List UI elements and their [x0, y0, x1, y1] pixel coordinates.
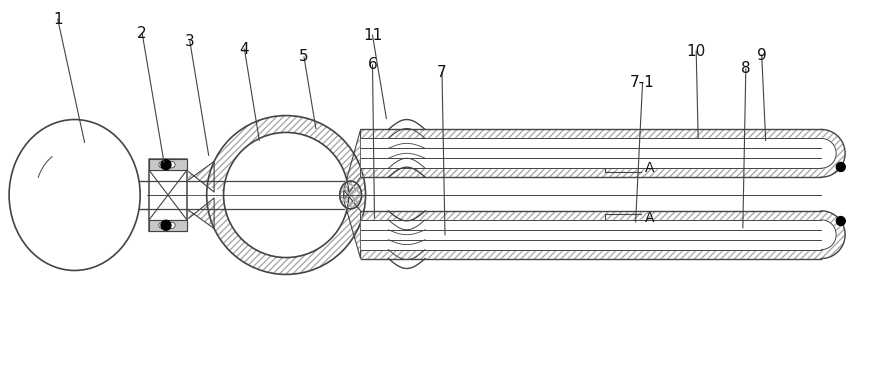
Polygon shape [361, 168, 821, 177]
Circle shape [161, 160, 171, 170]
Text: 11: 11 [362, 28, 382, 43]
Polygon shape [149, 220, 187, 231]
Text: 6: 6 [368, 57, 377, 73]
Circle shape [836, 163, 845, 172]
Ellipse shape [9, 120, 141, 270]
Polygon shape [187, 198, 214, 229]
Text: 7: 7 [438, 66, 446, 80]
Polygon shape [361, 250, 821, 259]
Circle shape [161, 220, 171, 230]
Text: 1: 1 [53, 12, 63, 27]
Polygon shape [149, 159, 187, 170]
Polygon shape [187, 181, 226, 209]
Polygon shape [344, 190, 361, 259]
Polygon shape [361, 211, 845, 259]
Polygon shape [149, 159, 187, 231]
Polygon shape [361, 138, 821, 168]
Polygon shape [361, 129, 845, 177]
Polygon shape [821, 129, 845, 177]
Text: 10: 10 [687, 44, 705, 58]
Circle shape [169, 222, 175, 229]
Circle shape [159, 222, 165, 229]
Circle shape [169, 161, 175, 168]
Circle shape [224, 133, 348, 257]
Polygon shape [821, 220, 836, 250]
Text: 4: 4 [240, 42, 249, 57]
Text: 9: 9 [757, 48, 766, 62]
Polygon shape [361, 211, 821, 220]
Circle shape [159, 161, 165, 168]
Text: 5: 5 [299, 50, 309, 64]
Polygon shape [344, 129, 361, 200]
Text: 7-1: 7-1 [630, 75, 655, 90]
Polygon shape [821, 138, 836, 168]
Text: 2: 2 [137, 26, 147, 41]
Text: A: A [644, 211, 654, 225]
Polygon shape [361, 220, 821, 250]
Text: A: A [644, 161, 654, 175]
Text: 8: 8 [741, 61, 751, 76]
Polygon shape [187, 161, 214, 192]
Polygon shape [361, 129, 821, 138]
Text: 3: 3 [185, 34, 194, 49]
Circle shape [836, 216, 845, 225]
Polygon shape [821, 211, 845, 259]
